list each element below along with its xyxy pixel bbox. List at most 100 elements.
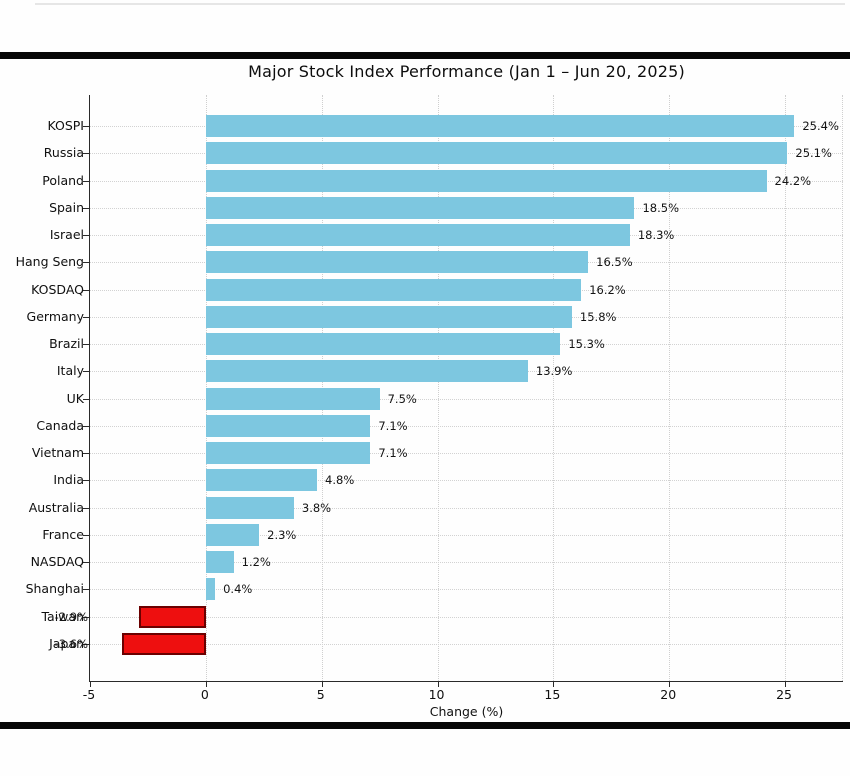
bar-value-label: 2.3% [267, 527, 297, 542]
category-label: Russia [43, 145, 84, 161]
bar-value-label: 25.4% [802, 119, 839, 133]
bar-value-label: 25.1% [795, 146, 832, 161]
x-gridline [669, 95, 671, 681]
y-tick-mark [83, 262, 89, 264]
bar-value-label: 24.2% [774, 173, 812, 188]
x-tick-label: -5 [82, 687, 96, 702]
bar-value-label: 3.8% [301, 500, 332, 515]
bar-value-label: -2.9% [54, 609, 88, 624]
y-gridline [90, 398, 843, 400]
y-tick-mark [83, 316, 89, 318]
bottom-black-bar [0, 722, 850, 729]
category-label: India [53, 472, 84, 488]
bar-value-label: 13.9% [535, 364, 573, 379]
chart-title: Major Stock Index Performance (Jan 1 – J… [248, 62, 685, 81]
category-label: France [42, 526, 84, 542]
bar-value-label: -3.6% [54, 636, 88, 651]
category-label: NASDAQ [30, 554, 84, 570]
category-label: Japan [49, 635, 84, 651]
bar-germany [205, 305, 572, 328]
plot-area: 25.4% 25.1% 24.2% 18.5% 18.3% 16.5% 16.2% 15.8%… [89, 95, 843, 687]
y-tick-mark [83, 507, 89, 509]
x-tick-label: 25 [776, 687, 793, 702]
y-tick-mark [83, 126, 89, 127]
category-label: KOSDAQ [31, 281, 84, 297]
bar-value-label: 16.5% [596, 255, 633, 270]
y-gridline [90, 589, 843, 591]
bar-italy [205, 360, 528, 383]
category-label: KOSPI [47, 118, 84, 133]
bar-uk [205, 387, 380, 410]
x-tick-label: 0 [200, 687, 209, 702]
y-tick-mark [83, 562, 89, 564]
bar-value-label: 18.3% [637, 228, 675, 243]
y-tick-mark [83, 425, 89, 427]
y-tick-mark [83, 344, 89, 346]
category-label: Israel [49, 227, 84, 243]
bar-value-label: 16.2% [589, 282, 626, 297]
x-gridline [437, 95, 439, 681]
bar-australia [205, 496, 294, 519]
category-label: Shanghai [25, 581, 84, 597]
bar-taiwan [138, 605, 206, 628]
bar-brazil [205, 333, 561, 356]
bar-france [205, 523, 260, 546]
y-tick-mark [83, 207, 89, 209]
bar-value-label: 18.5% [642, 200, 680, 215]
bar-value-label: 7.5% [387, 391, 417, 406]
y-gridline [90, 534, 843, 536]
bar-india [205, 469, 318, 492]
plot-right-edge-gridline [842, 95, 843, 681]
x-tick-mark [669, 681, 671, 687]
bar-kosdaq [205, 278, 582, 301]
x-tick-mark [205, 681, 207, 687]
bar-value-label: 7.1% [378, 446, 408, 461]
x-tick-label: 10 [428, 687, 445, 702]
y-tick-mark [83, 534, 89, 536]
y-tick-mark [83, 371, 89, 373]
bar-spain [205, 196, 635, 219]
x-tick-label: 15 [544, 687, 561, 702]
category-label: Germany [26, 308, 84, 324]
bar-value-label: 0.4% [223, 582, 253, 597]
y-tick-mark [83, 398, 89, 400]
y-tick-mark [83, 453, 89, 455]
bar-japan [122, 632, 206, 655]
bar-value-label: 7.1% [378, 418, 408, 433]
x-tick-mark [90, 681, 91, 687]
y-tick-mark [83, 180, 89, 182]
y-gridline [90, 453, 843, 455]
category-label: Australia [28, 499, 84, 515]
y-tick-mark [83, 480, 89, 482]
bar-vietnam [205, 442, 371, 465]
x-tick-label: 5 [316, 687, 325, 702]
category-label: Vietnam [31, 445, 84, 461]
x-tick-mark [321, 681, 323, 687]
x-gridline [785, 95, 787, 681]
y-gridline [90, 616, 843, 618]
category-label: Taiwan [41, 608, 84, 624]
x-tick-mark [785, 681, 787, 687]
x-tick-mark [437, 681, 439, 687]
bar-poland [205, 169, 767, 192]
y-tick-mark [83, 289, 89, 291]
y-gridline [90, 507, 843, 509]
x-tick-label: 20 [660, 687, 677, 702]
bar-israel [205, 224, 630, 247]
y-tick-mark [83, 153, 89, 155]
y-gridline [90, 425, 843, 427]
bar-value-label: 1.2% [241, 555, 271, 570]
x-gridline [553, 95, 555, 681]
x-axis-label: Change (%) [429, 704, 504, 719]
bar-kospi [205, 115, 795, 137]
y-tick-mark [83, 589, 89, 591]
bar-russia [205, 142, 788, 165]
bar-value-label: 15.3% [568, 337, 605, 352]
top-black-bar [0, 52, 850, 59]
y-gridline [90, 480, 843, 482]
category-label: Canada [36, 417, 84, 433]
category-label: Spain [49, 199, 84, 215]
bar-value-label: 4.8% [325, 473, 355, 488]
top-divider-line [35, 3, 845, 5]
